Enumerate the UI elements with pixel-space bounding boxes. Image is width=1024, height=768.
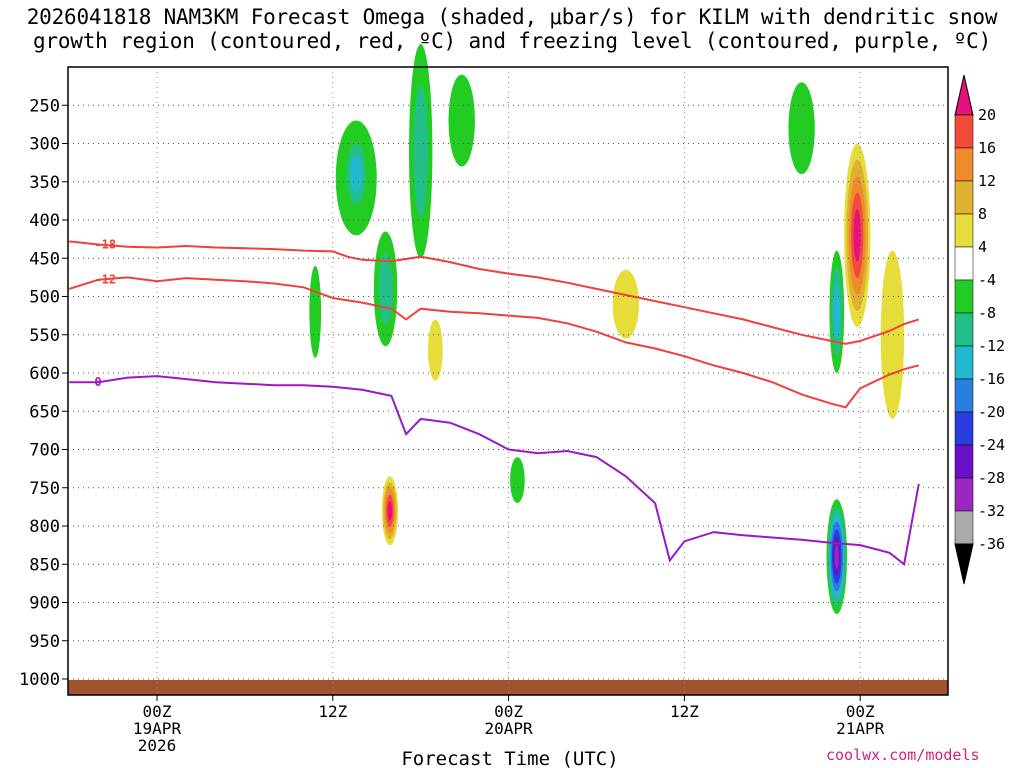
y-tick-label-450: 450	[29, 249, 60, 269]
axes: 250 300 350 400 450 500 550 600 650 700 750 800 850 9…	[19, 66, 949, 768]
omega-cell-9-4	[853, 209, 862, 262]
contour-line-1	[68, 276, 920, 409]
y-tick-label-700: 700	[29, 441, 60, 461]
x-tick-label-48-0: 00Z	[846, 702, 875, 721]
y-tick-label-650: 650	[29, 402, 60, 422]
colorbar-label-4: 4	[978, 238, 987, 256]
colorbar-seg-9	[954, 378, 974, 413]
omega-cell-7-0	[428, 319, 443, 381]
chart-title-line1: 2026041818 NAM3KM Forecast Omega (shaded…	[26, 5, 998, 29]
colorbar-seg-13	[954, 510, 974, 545]
colorbar-label-9: -20	[978, 403, 1005, 421]
colorbar-seg-3	[954, 180, 974, 215]
y-tick-label-1000: 1000	[19, 670, 60, 690]
colorbar-label-11: -28	[978, 469, 1005, 487]
colorbar-seg-11	[954, 444, 974, 479]
contour-label-2: 0	[94, 375, 101, 389]
x-tick-label-48-1: 21APR	[836, 719, 885, 738]
y-tick-label-350: 350	[29, 173, 60, 193]
omega-cell-4-0	[448, 74, 475, 167]
contour-line-2	[69, 375, 920, 567]
colorbar-seg-7	[954, 312, 974, 347]
ground-surface	[68, 680, 948, 695]
x-tick-label-12-0: 12Z	[318, 702, 347, 721]
contour-line-0	[68, 240, 920, 345]
colorbar-seg-8	[954, 345, 974, 380]
colorbar-label-1: 16	[978, 139, 996, 157]
omega-cell-10-2	[833, 284, 841, 339]
x-tick-label-0-2: 2026	[138, 736, 177, 755]
omega-cell-5-0	[309, 265, 322, 358]
x-tick-label-24-0: 00Z	[494, 702, 523, 721]
omega-cell-11-0	[788, 82, 815, 175]
colorbar-top-arrow	[954, 74, 974, 116]
chart-title-line2: growth region (contoured, red, ºC) and f…	[32, 29, 992, 53]
colorbar-label-10: -24	[978, 436, 1005, 454]
colorbar-label-13: -36	[978, 535, 1005, 553]
colorbar-bottom-arrow	[954, 543, 974, 585]
x-axis-label: Forecast Time (UTC)	[401, 748, 618, 768]
omega-cell-8-6	[834, 544, 839, 569]
y-tick-label-850: 850	[29, 555, 60, 575]
colorbar-seg-6	[954, 279, 974, 314]
y-tick-label-550: 550	[29, 326, 60, 346]
y-tick-label-250: 250	[29, 96, 60, 116]
contour-label-0: -18	[94, 237, 116, 251]
contour-label-1: -12	[94, 273, 116, 287]
omega-cell-1-2	[350, 155, 363, 193]
colorbar-label-5: -4	[978, 271, 996, 289]
y-tick-label-750: 750	[29, 479, 60, 499]
colorbar-label-3: 8	[978, 205, 987, 223]
omega-cell-2-1	[413, 85, 428, 218]
y-tick-label-600: 600	[29, 364, 60, 384]
omega-cell-14-0	[880, 250, 905, 419]
colorbar-seg-10	[954, 411, 974, 446]
colorbar: 20 16 12 8 4 -4 -8 -12 -16 -20 -24 -28 -32 -36	[954, 74, 1005, 585]
colorbar-seg-5	[954, 246, 974, 281]
colorbar-seg-12	[954, 477, 974, 512]
y-tick-label-950: 950	[29, 632, 60, 652]
footer-site-link[interactable]: coolwx.com/models	[826, 746, 980, 764]
omega-cell-6-4	[387, 500, 393, 521]
x-tick-label-0-1: 19APR	[133, 719, 182, 738]
x-tick-label-24-1: 20APR	[485, 719, 534, 738]
x-tick-label-0-0: 00Z	[143, 702, 172, 721]
omega-cell-12-0	[510, 457, 525, 504]
plot-area: -18 -12 0	[68, 44, 948, 695]
y-tick-label-300: 300	[29, 135, 60, 155]
colorbar-label-12: -32	[978, 502, 1005, 520]
omega-cell-13-0	[612, 269, 639, 339]
colorbar-seg-1	[954, 114, 974, 149]
colorbar-label-7: -12	[978, 337, 1005, 355]
y-tick-label-800: 800	[29, 517, 60, 537]
y-tick-label-900: 900	[29, 594, 60, 614]
colorbar-label-2: 12	[978, 172, 996, 190]
plot-frame	[67, 66, 949, 696]
colorbar-label-0: 20	[978, 106, 996, 124]
colorbar-seg-4	[954, 213, 974, 248]
y-tick-label-400: 400	[29, 211, 60, 231]
omega-cell-3-1	[378, 253, 393, 325]
colorbar-label-8: -16	[978, 370, 1005, 388]
colorbar-label-6: -8	[978, 304, 996, 322]
y-tick-label-500: 500	[29, 288, 60, 308]
colorbar-seg-2	[954, 147, 974, 182]
x-tick-label-36-0: 12Z	[670, 702, 699, 721]
